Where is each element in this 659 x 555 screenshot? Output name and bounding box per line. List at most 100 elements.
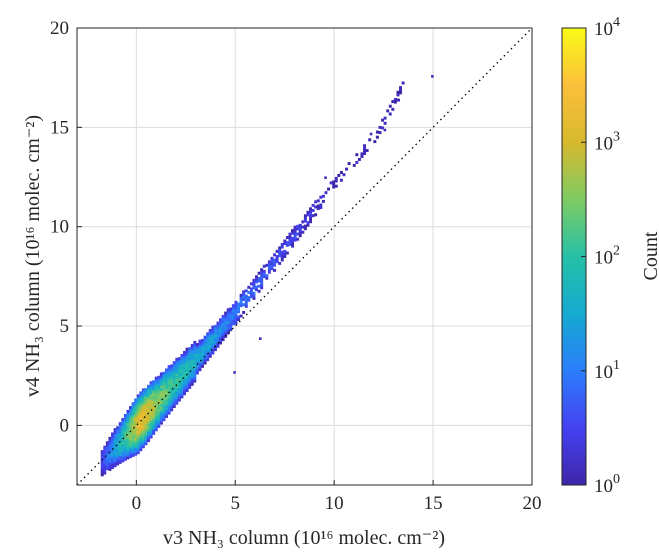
density-bin <box>108 465 112 469</box>
density-bin <box>231 304 235 308</box>
density-bin <box>149 425 153 429</box>
density-bin <box>252 286 256 290</box>
density-bin <box>165 404 168 408</box>
density-bin <box>139 399 143 403</box>
density-bin <box>293 238 297 242</box>
density-bin <box>216 324 220 328</box>
density-bin <box>198 360 202 364</box>
density-bin <box>154 379 158 383</box>
density-bin <box>255 280 259 284</box>
density-bin <box>103 458 107 462</box>
density-bin <box>193 369 197 373</box>
density-bin <box>201 364 205 368</box>
density-bin <box>113 453 117 457</box>
density-bin <box>113 430 117 434</box>
density-bin <box>116 449 120 453</box>
density-bin <box>111 440 114 444</box>
density-bin <box>183 368 186 372</box>
density-bin <box>203 335 207 339</box>
density-bin <box>180 390 184 394</box>
density-bin <box>301 220 305 224</box>
density-bin <box>293 228 297 232</box>
density-bin <box>213 327 217 331</box>
density-bin <box>203 340 207 344</box>
density-bin <box>123 421 127 425</box>
density-bin <box>190 344 194 348</box>
density-bin <box>139 427 143 431</box>
density-bin <box>229 320 233 324</box>
density-bin <box>185 347 189 351</box>
density-bin <box>136 430 140 434</box>
density-bin <box>255 275 259 279</box>
density-bin <box>221 320 225 324</box>
density-bin <box>154 399 158 403</box>
density-bin <box>123 457 127 461</box>
density-bin <box>149 381 153 385</box>
density-bin <box>285 243 289 247</box>
density-bin <box>152 413 156 417</box>
density-bin <box>213 330 217 334</box>
density-bin <box>231 314 235 318</box>
density-bin <box>193 374 197 378</box>
density-bin <box>141 442 145 446</box>
density-bin <box>118 422 122 426</box>
density-bin <box>267 260 271 264</box>
density-bin <box>118 447 122 451</box>
density-bin <box>306 221 310 225</box>
density-bin <box>270 267 274 271</box>
density-bin <box>327 187 331 191</box>
density-bin <box>152 424 156 428</box>
density-bin <box>147 395 150 399</box>
density-bin <box>183 381 186 385</box>
density-bin <box>252 296 256 300</box>
density-bin <box>203 343 207 347</box>
density-bin <box>172 399 176 403</box>
density-bin <box>105 443 109 447</box>
density-bin <box>283 242 287 246</box>
density-bin <box>134 408 138 412</box>
density-bin <box>319 206 323 210</box>
density-bin <box>211 325 215 329</box>
density-bin <box>213 345 217 349</box>
density-bin <box>149 401 153 405</box>
density-bin <box>159 395 163 399</box>
y-axis-ticks: 0 5 10 15 20 <box>50 18 82 436</box>
density-bin <box>134 406 138 410</box>
density-bin <box>247 298 251 302</box>
density-bin <box>195 350 199 354</box>
density-bin <box>154 428 158 432</box>
density-bin <box>188 378 192 382</box>
density-bin <box>141 437 145 441</box>
density-bin <box>242 298 246 302</box>
density-bin <box>339 178 343 182</box>
density-bin <box>234 308 238 312</box>
density-bin <box>293 236 297 240</box>
density-bin <box>195 366 199 370</box>
density-bin <box>229 328 233 332</box>
density-bin <box>255 285 259 289</box>
colorbar-tick-label-0: 100 <box>594 472 620 497</box>
density-bin <box>337 173 341 177</box>
density-bin <box>139 430 143 434</box>
density-bin <box>103 468 107 472</box>
density-bin <box>157 386 161 390</box>
density-bin <box>278 254 282 258</box>
density-bin <box>159 408 163 412</box>
density-bin <box>103 453 107 457</box>
density-bin <box>154 397 158 401</box>
density-bin <box>144 421 148 425</box>
density-bin <box>211 343 215 347</box>
density-bin <box>170 395 174 399</box>
density-bin <box>198 357 202 361</box>
density-bin <box>121 438 125 442</box>
density-bin <box>201 354 205 358</box>
density-bin <box>167 398 171 402</box>
density-bin <box>100 450 104 454</box>
density-bin <box>162 418 166 422</box>
density-bin <box>165 412 168 416</box>
density-bin <box>280 250 284 254</box>
density-bin <box>285 241 289 245</box>
density-bin <box>147 397 150 401</box>
density-bin <box>113 461 117 465</box>
density-bin <box>113 441 117 444</box>
